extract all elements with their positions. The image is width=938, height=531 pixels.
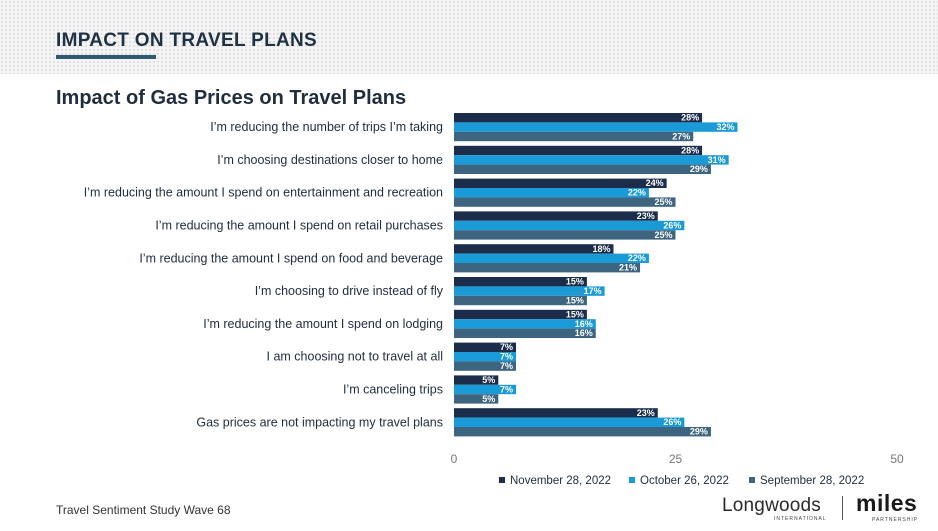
section-title-underline (56, 55, 156, 59)
x-tick-label: 25 (669, 452, 683, 466)
bar-value-label: 22% (628, 253, 646, 263)
bar (454, 197, 676, 207)
bar-value-label: 25% (654, 230, 672, 240)
bar-value-label: 5% (482, 394, 495, 404)
bar-value-label: 28% (681, 113, 699, 123)
bar (454, 113, 703, 123)
bar-value-label: 16% (575, 328, 593, 338)
bar (454, 342, 517, 352)
bar (454, 122, 738, 132)
legend-label: November 28, 2022 (510, 475, 611, 487)
category-label: Gas prices are not impacting my travel p… (196, 415, 443, 429)
bar-value-label: 15% (566, 277, 584, 287)
bar (454, 164, 711, 174)
category-label: I’m canceling trips (343, 383, 443, 397)
category-label: I’m choosing to drive instead of fly (255, 284, 444, 298)
bar (454, 427, 711, 437)
category-label: I’m reducing the number of trips I’m tak… (210, 120, 443, 134)
bar (454, 408, 658, 418)
logo-divider (842, 496, 843, 520)
bar (454, 145, 703, 156)
bar (454, 384, 517, 395)
header-band (0, 0, 938, 74)
category-label: I’m reducing the amount I spend on food … (139, 251, 443, 265)
bar-value-label: 15% (566, 309, 584, 319)
bar-value-label: 31% (708, 155, 726, 165)
bar-value-label: 15% (566, 295, 584, 305)
bar (454, 178, 667, 188)
bar (454, 211, 658, 221)
legend-label: September 28, 2022 (760, 475, 864, 487)
bar (454, 253, 649, 263)
x-tick-label: 50 (890, 452, 904, 466)
bar-value-label: 7% (500, 352, 513, 362)
bar (454, 361, 517, 371)
bar (454, 319, 596, 329)
bar-value-label: 7% (500, 361, 513, 371)
bar-value-label: 7% (500, 384, 513, 394)
category-label: I’m reducing the amount I spend on retai… (155, 219, 443, 233)
legend-swatch (499, 477, 505, 483)
bar-value-label: 23% (637, 211, 655, 221)
bar (454, 295, 587, 306)
bar (454, 230, 676, 240)
category-label: I’m choosing destinations closer to home (217, 153, 443, 167)
bar-value-label: 17% (584, 286, 602, 296)
bar (454, 394, 499, 404)
section-title: IMPACT ON TRAVEL PLANS (56, 30, 317, 51)
chart-title: Impact of Gas Prices on Travel Plans (56, 87, 407, 109)
bar-value-label: 7% (500, 342, 513, 352)
bar (454, 263, 641, 273)
legend-label: October 26, 2022 (640, 475, 729, 487)
bar-value-label: 16% (575, 319, 593, 329)
category-label: I’m reducing the amount I spend on enter… (84, 186, 443, 200)
x-tick-label: 0 (451, 452, 458, 466)
miles-logo: miles (856, 490, 918, 516)
category-label: I am choosing not to travel at all (267, 350, 443, 364)
longwoods-logo-subtitle: INTERNATIONAL (774, 516, 827, 522)
bar-value-label: 24% (646, 178, 664, 188)
bar (454, 220, 685, 231)
legend-swatch (749, 477, 755, 483)
bar (454, 309, 587, 320)
bar-value-label: 29% (690, 164, 708, 174)
bar (454, 286, 605, 296)
bar (454, 188, 649, 198)
bar (454, 155, 729, 165)
bar-value-label: 22% (628, 188, 646, 198)
bar (454, 352, 517, 362)
bar-value-label: 32% (717, 122, 735, 132)
bar-value-label: 18% (592, 244, 610, 254)
bar-value-label: 29% (690, 427, 708, 437)
miles-logo-subtitle: PARTNERSHIP (872, 517, 919, 523)
bar-value-label: 28% (681, 145, 699, 155)
bar (454, 417, 685, 427)
bar-value-label: 26% (663, 417, 681, 427)
bar-value-label: 21% (619, 263, 637, 273)
legend-swatch (629, 477, 635, 483)
bar (454, 131, 694, 142)
bar-value-label: 5% (482, 375, 495, 385)
study-label: Travel Sentiment Study Wave 68 (56, 503, 231, 517)
bar (454, 277, 587, 287)
bar-value-label: 26% (663, 220, 681, 230)
bar-value-label: 23% (637, 408, 655, 418)
bar-value-label: 27% (672, 131, 690, 141)
bar (454, 244, 614, 254)
bar (454, 375, 499, 385)
longwoods-logo: Longwoods (722, 495, 821, 516)
bar (454, 328, 596, 338)
bar-value-label: 25% (654, 197, 672, 207)
category-label: I’m reducing the amount I spend on lodgi… (203, 317, 443, 331)
